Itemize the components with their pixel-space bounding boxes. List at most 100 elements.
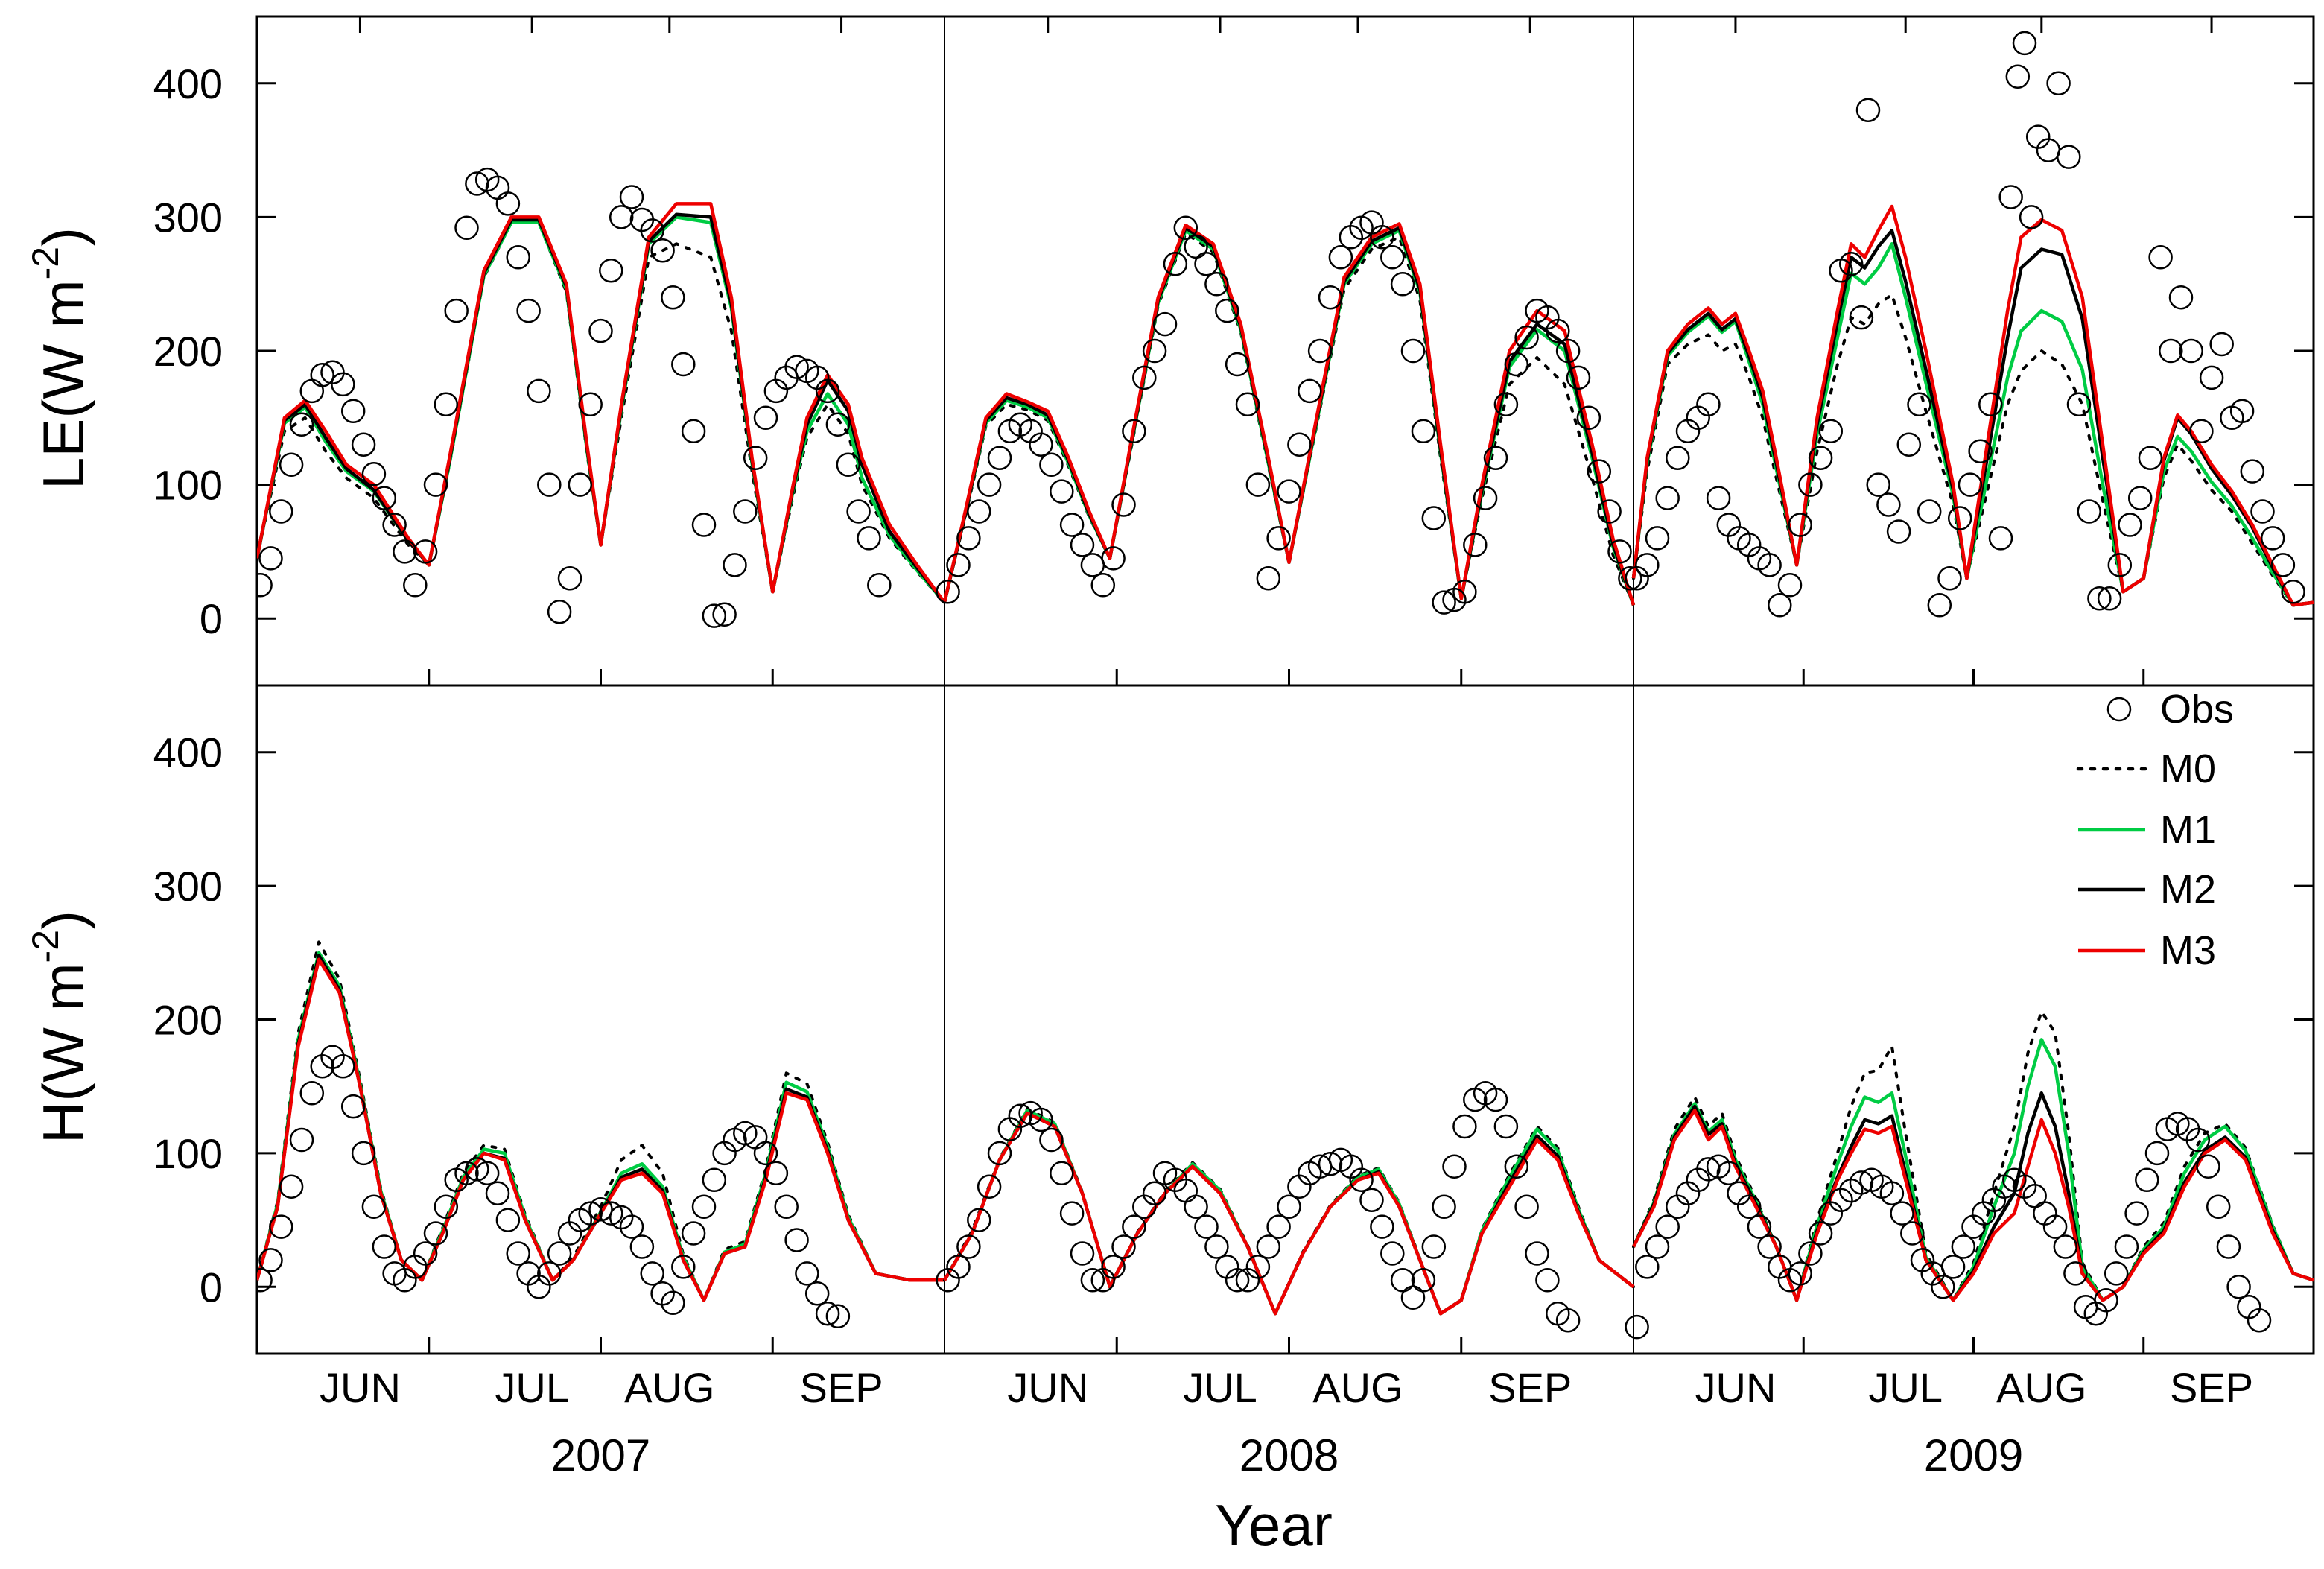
h-obs-point xyxy=(1204,1234,1229,1259)
h-obs-point xyxy=(2114,1234,2139,1259)
le-obs-point xyxy=(1696,392,1721,417)
h-obs-point xyxy=(967,1208,991,1232)
le-obs-point xyxy=(1808,446,1833,470)
h-obs-point xyxy=(804,1281,830,1306)
h-obs-point xyxy=(1655,1214,1680,1239)
h-obs-point xyxy=(774,1194,799,1219)
h-obs-point xyxy=(1080,1268,1105,1293)
y-axis-title-main: LE(W m xyxy=(31,279,96,489)
h-obs-point xyxy=(1421,1234,1447,1259)
legend-obs-label: Obs xyxy=(2160,687,2234,732)
le-obs-point xyxy=(987,446,1012,470)
le-obs-point xyxy=(1886,519,1911,544)
le-obs-point xyxy=(2138,446,2163,470)
le-obs-point xyxy=(279,452,304,477)
h-y-axis-title: H(W m-2) xyxy=(25,910,96,1144)
h-obs-point xyxy=(1951,1234,1976,1259)
le-obs-point xyxy=(258,546,283,571)
h-obs-point xyxy=(1349,1167,1374,1193)
le-obs-point xyxy=(1287,432,1312,457)
le-obs-point xyxy=(1937,566,1962,591)
le-obs-point xyxy=(454,215,479,241)
h-obs-point xyxy=(2206,1194,2231,1219)
h-obs-point xyxy=(1808,1221,1833,1246)
le-obs-point xyxy=(2127,486,2153,510)
h-obs-point xyxy=(1849,1170,1874,1195)
h-obs-point xyxy=(465,1157,489,1182)
le-obs-point xyxy=(1111,492,1136,517)
x-tick-label-sep: SEP xyxy=(800,1364,883,1411)
le-obs-point xyxy=(1566,365,1591,390)
le-obs-point xyxy=(1070,533,1095,557)
le-obs-point xyxy=(1318,285,1343,310)
le-obs-point xyxy=(1777,573,1803,598)
le-obs-point xyxy=(413,539,438,564)
le-obs-point xyxy=(825,412,851,437)
le-obs-point xyxy=(1597,499,1622,524)
h-m3-line-2009 xyxy=(1631,1109,2314,1302)
le-obs-point xyxy=(393,539,417,564)
h-obs-point xyxy=(506,1241,530,1266)
h-obs-point xyxy=(289,1127,314,1153)
le-obs-point xyxy=(691,513,717,537)
le-obs-point xyxy=(1798,472,1823,497)
le-series-group xyxy=(257,31,2314,628)
le-obs-point xyxy=(956,526,981,551)
h-obs-point xyxy=(946,1255,971,1279)
h-obs-point xyxy=(454,1161,479,1186)
le-obs-point xyxy=(1029,432,1053,457)
le-obs-point xyxy=(1256,566,1281,591)
le-obs-point xyxy=(2107,553,2133,577)
le-obs-point xyxy=(2097,586,2122,611)
le-obs-point xyxy=(619,185,644,209)
h-m2-line-2009 xyxy=(1631,1091,2314,1302)
h-obs-point xyxy=(361,1194,387,1219)
le-obs-point xyxy=(2199,365,2224,390)
h-obs-point xyxy=(1029,1107,1053,1132)
le-obs-point xyxy=(361,461,387,486)
h-obs-point xyxy=(1194,1214,1219,1239)
h-obs-point xyxy=(1008,1103,1033,1128)
le-obs-point xyxy=(1757,553,1782,577)
h-panel-frame xyxy=(255,684,2315,1355)
h-obs-point xyxy=(1525,1241,1549,1266)
le-obs-point xyxy=(640,218,664,243)
h-obs-point xyxy=(1514,1194,1539,1219)
h-obs-point xyxy=(537,1261,562,1286)
x-tick-label-jul: JUL xyxy=(495,1364,569,1411)
h-obs-point xyxy=(578,1201,603,1226)
le-obs-point xyxy=(444,298,469,323)
h-obs-point xyxy=(1411,1268,1436,1293)
y-tick-label: 400 xyxy=(153,729,223,776)
le-obs-point xyxy=(1958,472,1983,497)
le-m0-line-2008 xyxy=(943,232,1635,607)
le-obs-point xyxy=(495,191,521,216)
h-obs-point xyxy=(2247,1308,2272,1333)
le-obs-point xyxy=(310,363,334,387)
y-axis-title-close: ) xyxy=(31,910,96,930)
h-obs-point xyxy=(702,1167,727,1193)
y-axis-title-close: ) xyxy=(31,227,96,247)
h-obs-point xyxy=(1380,1241,1405,1266)
le-obs-point xyxy=(1514,325,1539,350)
x-tick-label-aug: AUG xyxy=(1312,1364,1403,1411)
le-obs-point xyxy=(1173,215,1198,241)
le-obs-point xyxy=(2148,245,2173,270)
le-obs-point xyxy=(1576,405,1601,431)
le-panel: 0 100 200 300 400 LE(W m-2) xyxy=(25,15,2315,687)
le-obs-point xyxy=(1849,305,1874,330)
le-m1-line-2009 xyxy=(1631,242,2314,607)
le-obs-point xyxy=(743,446,768,470)
le-obs-point xyxy=(1411,419,1436,444)
h-obs-point xyxy=(1245,1255,1271,1279)
h-m0-line-2007 xyxy=(257,940,946,1302)
le-obs-point xyxy=(2270,553,2296,577)
le-obs-point xyxy=(1493,392,1519,417)
le-obs-point xyxy=(1988,526,2013,551)
le-obs-point xyxy=(2229,399,2255,424)
h-obs-point xyxy=(753,1141,778,1166)
le-obs-point xyxy=(2179,338,2203,364)
le-obs-point xyxy=(537,472,562,497)
le-obs-point xyxy=(269,499,293,524)
